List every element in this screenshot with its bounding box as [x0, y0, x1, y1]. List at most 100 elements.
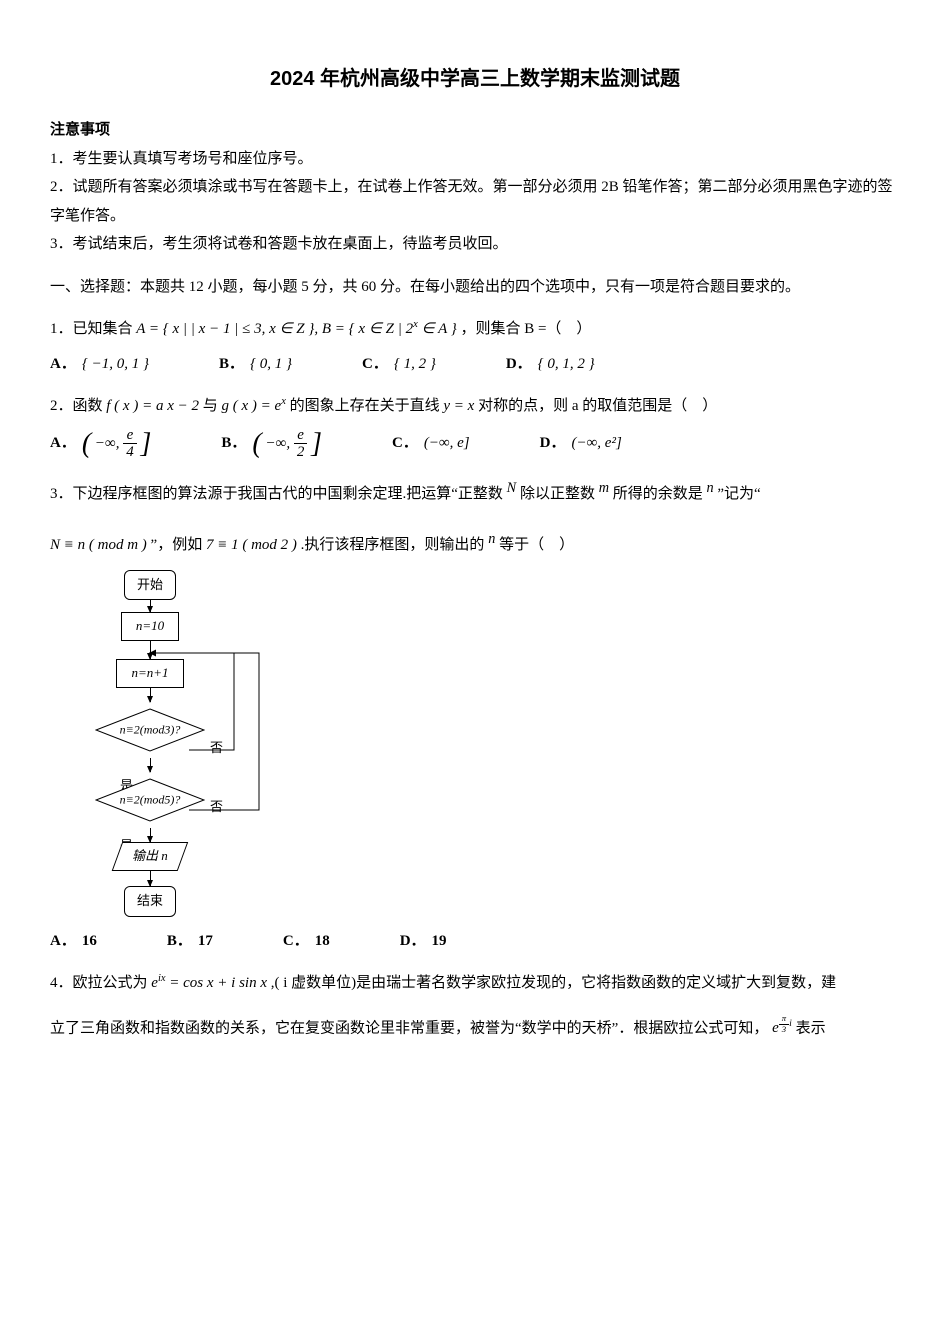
notice-3: 3．考试结束后，考生须将试卷和答题卡放在桌面上，待监考员收回。: [50, 230, 900, 259]
q4-e: e: [151, 975, 158, 991]
flow-output: 输出 n: [112, 842, 188, 871]
q4-formula: eix = cos x + i sin x: [151, 975, 270, 991]
opt-label-c: C．: [362, 350, 388, 379]
q1-options: A．{ −1, 0, 1 } B．{ 0, 1 } C．{ 1, 2 } D．{…: [50, 350, 900, 379]
q1-opt-c[interactable]: C．{ 1, 2 }: [362, 350, 436, 379]
q1-expr-post: ∈ A }: [418, 321, 457, 337]
q2-opt-a-val: ( −∞, e4 ]: [82, 427, 152, 461]
q3-opt-c-val: 18: [315, 927, 330, 956]
q3-opt-b[interactable]: B．17: [167, 927, 213, 956]
q4-ix: ix: [158, 973, 166, 984]
q2-opt-a[interactable]: A． ( −∞, e4 ]: [50, 427, 151, 461]
q4-mid: ,( i 虚数单位)是由瑞士著名数学家欧拉发现的，它将指数函数的定义域扩大到复数…: [271, 975, 836, 991]
q2b-pre: −∞,: [266, 435, 294, 451]
q3-m: m: [599, 480, 609, 496]
q3-opt-a[interactable]: A．16: [50, 927, 97, 956]
q1-prefix: 1．已知集合: [50, 321, 136, 337]
q2a-num: e: [123, 427, 137, 445]
flow-inc: n=n+1: [116, 659, 183, 688]
q3-n: n: [707, 480, 714, 496]
question-2: 2．函数 f ( x ) = a x − 2 与 g ( x ) = ex 的图…: [50, 392, 900, 421]
question-1: 1．已知集合 A = { x | | x − 1 | ≤ 3, x ∈ Z },…: [50, 315, 900, 344]
arrow-down-icon: [150, 828, 151, 842]
q2a-pre: −∞,: [95, 435, 123, 451]
flow-init: n=10: [121, 612, 179, 641]
q4-sup-num: π: [779, 1014, 789, 1025]
q2-mid1: 与: [203, 398, 222, 414]
q2-options: A． ( −∞, e4 ] B． ( −∞, e2 ] C．(−∞, e] D．…: [50, 427, 900, 461]
q2b-frac: e2: [294, 427, 308, 461]
q3-N: N: [507, 480, 517, 496]
q1-opt-b[interactable]: B．{ 0, 1 }: [219, 350, 292, 379]
q2-line: y = x: [443, 398, 474, 414]
notice-1: 1．考生要认真填写考场号和座位序号。: [50, 145, 900, 174]
q4-tail-end: 表示: [796, 1020, 826, 1036]
q3-l1-mid2: 所得的余数是: [613, 486, 707, 502]
q3-mod-expr: N ≡ n ( mod m ): [50, 537, 147, 553]
opt-label-c: C．: [283, 927, 309, 956]
opt-label-a: A．: [50, 429, 76, 458]
q2a-frac: e4: [123, 427, 137, 461]
exam-title: 2024 年杭州高级中学高三上数学期末监测试题: [50, 60, 900, 98]
q3-opt-a-val: 16: [82, 927, 97, 956]
q2-mid2: 的图象上存在关于直线: [290, 398, 444, 414]
left-paren-icon: (: [82, 430, 91, 458]
q3-l2-n: n: [488, 531, 495, 547]
q1-set-expr: A = { x | | x − 1 | ≤ 3, x ∈ Z }, B = { …: [136, 321, 460, 337]
loop-line-2: [189, 653, 269, 823]
right-bracket-icon: ]: [311, 430, 322, 458]
q1-opt-a-val: { −1, 0, 1 }: [82, 350, 149, 379]
right-bracket-icon: ]: [141, 430, 152, 458]
arrow-down-icon: [150, 600, 151, 612]
flowchart: 开始 n=10 n=n+1 n≡2(mod3)? 否 是 n≡2(mod5)? …: [80, 570, 340, 917]
question-4: 4．欧拉公式为 eix = cos x + i sin x ,( i 虚数单位)…: [50, 969, 900, 998]
q3-l2-mid: ”，例如: [151, 537, 206, 553]
q2-tail: 对称的点，则 a 的取值范围是（ ）: [478, 398, 717, 414]
q2-opt-c[interactable]: C．(−∞, e]: [392, 427, 470, 461]
q1-expr-pre: A = { x | | x − 1 | ≤ 3, x ∈ Z }, B = { …: [136, 321, 413, 337]
q2-f: f ( x ) = a x − 2: [106, 398, 199, 414]
q4-sup-den: 3: [779, 1025, 789, 1035]
opt-label-b: B．: [219, 350, 244, 379]
q2-prefix: 2．函数: [50, 398, 106, 414]
arrow-down-icon: [150, 688, 151, 702]
q2-opt-d-val: (−∞, e²]: [571, 429, 621, 458]
left-paren-icon: (: [252, 430, 261, 458]
section-1-intro: 一、选择题：本题共 12 小题，每小题 5 分，共 60 分。在每小题给出的四个…: [50, 273, 900, 302]
notice-heading: 注意事项: [50, 116, 900, 145]
q4-prefix: 4．欧拉公式为: [50, 975, 151, 991]
opt-label-a: A．: [50, 350, 76, 379]
q3-opt-d-val: 19: [432, 927, 447, 956]
q2b-den: 2: [294, 444, 308, 461]
q2a-den: 4: [123, 444, 137, 461]
q1-opt-d[interactable]: D．{ 0, 1, 2 }: [506, 350, 595, 379]
q2-g-sup: x: [281, 396, 286, 407]
question-3: 3．下边程序框图的算法源于我国古代的中国剩余定理.把运算“正整数 N 除以正整数…: [50, 475, 900, 509]
q3-opt-d[interactable]: D．19: [400, 927, 447, 956]
arrow-down-icon: [150, 758, 151, 772]
q3-l1-pre: 3．下边程序框图的算法源于我国古代的中国剩余定理.把运算“正整数: [50, 486, 507, 502]
q1-opt-c-val: { 1, 2 }: [394, 350, 436, 379]
q3-opt-c[interactable]: C．18: [283, 927, 330, 956]
q3-l1-tail: ”记为“: [717, 486, 760, 502]
question-3-line2: N ≡ n ( mod m ) ”，例如 7 ≡ 1 ( mod 2 ) .执行…: [50, 526, 900, 560]
q2-opt-d[interactable]: D．(−∞, e²]: [540, 427, 622, 461]
q3-ex: 7 ≡ 1 ( mod 2 ): [206, 537, 297, 553]
arrow-down-icon: [150, 641, 151, 659]
q4-l2-pre: 立了三角函数和指数函数的关系，它在复变函数论里非常重要，被誉为“数学中的天桥”．…: [50, 1020, 768, 1036]
q1-opt-a[interactable]: A．{ −1, 0, 1 }: [50, 350, 149, 379]
opt-label-b: B．: [167, 927, 192, 956]
opt-label-c: C．: [392, 429, 418, 458]
q3-options: A．16 B．17 C．18 D．19: [50, 927, 900, 956]
opt-label-d: D．: [506, 350, 532, 379]
q2-g-pre: g ( x ) = e: [222, 398, 282, 414]
q1-opt-b-val: { 0, 1 }: [250, 350, 292, 379]
flow-cond2-label: n≡2(mod5)?: [120, 788, 181, 811]
q4-tail-expr: eπ3i: [772, 1020, 796, 1036]
flow-end: 结束: [124, 886, 176, 917]
opt-label-b: B．: [221, 429, 246, 458]
q3-l1-mid1: 除以正整数: [520, 486, 599, 502]
flow-output-label: 输出 n: [132, 844, 168, 869]
q3-l2-tail: .执行该程序框图，则输出的: [301, 537, 489, 553]
q2-opt-b[interactable]: B． ( −∞, e2 ]: [221, 427, 322, 461]
